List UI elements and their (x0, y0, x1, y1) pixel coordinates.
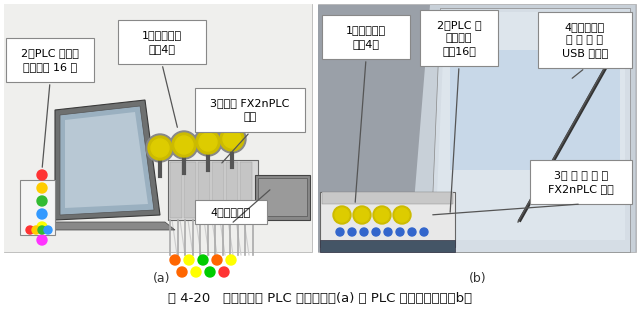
Circle shape (175, 136, 193, 154)
Text: 4、直流电源
由 计 算 机
USB 口提供: 4、直流电源 由 计 算 机 USB 口提供 (562, 22, 608, 58)
FancyBboxPatch shape (318, 4, 636, 252)
Circle shape (353, 206, 371, 224)
Text: 3、 内 有 三 菱
FX2nPLC 一台: 3、 内 有 三 菱 FX2nPLC 一台 (548, 170, 614, 194)
Circle shape (333, 206, 351, 224)
Polygon shape (60, 106, 154, 215)
Circle shape (420, 228, 428, 236)
Circle shape (191, 267, 201, 277)
Circle shape (375, 208, 389, 222)
FancyBboxPatch shape (212, 162, 224, 218)
Circle shape (37, 183, 47, 193)
Circle shape (199, 133, 217, 151)
Circle shape (146, 134, 174, 162)
Circle shape (44, 226, 52, 234)
Polygon shape (430, 8, 630, 252)
FancyBboxPatch shape (530, 160, 632, 204)
FancyBboxPatch shape (6, 38, 94, 82)
Circle shape (194, 128, 222, 156)
Circle shape (219, 267, 229, 277)
Polygon shape (380, 5, 635, 252)
Circle shape (395, 208, 409, 222)
Polygon shape (65, 112, 148, 208)
Circle shape (32, 226, 40, 234)
Circle shape (205, 267, 215, 277)
Circle shape (196, 130, 220, 154)
Circle shape (372, 228, 380, 236)
Circle shape (151, 139, 169, 157)
FancyBboxPatch shape (198, 162, 210, 218)
FancyBboxPatch shape (320, 240, 455, 252)
Circle shape (37, 209, 47, 219)
Text: 2、PLC 输
出状态指
示灯16个: 2、PLC 输 出状态指 示灯16个 (436, 20, 481, 56)
Circle shape (172, 133, 196, 157)
Circle shape (348, 228, 356, 236)
FancyBboxPatch shape (226, 162, 238, 218)
Circle shape (37, 170, 47, 180)
FancyBboxPatch shape (322, 15, 410, 59)
Circle shape (223, 130, 241, 148)
Polygon shape (35, 222, 175, 230)
Circle shape (177, 267, 187, 277)
FancyBboxPatch shape (420, 10, 498, 66)
Circle shape (170, 131, 198, 159)
FancyBboxPatch shape (4, 4, 312, 252)
Circle shape (335, 208, 349, 222)
FancyBboxPatch shape (255, 175, 310, 220)
Circle shape (336, 228, 344, 236)
Polygon shape (318, 5, 430, 252)
Circle shape (37, 222, 47, 232)
Circle shape (26, 226, 34, 234)
Text: 图 4-20   初学者入门 PLC 资源组合图(a) 与 PLC 学习机比较图（b）: 图 4-20 初学者入门 PLC 资源组合图(a) 与 PLC 学习机比较图（b… (168, 292, 472, 305)
Circle shape (212, 255, 222, 265)
FancyBboxPatch shape (118, 20, 206, 64)
Circle shape (170, 255, 180, 265)
Circle shape (184, 255, 194, 265)
FancyBboxPatch shape (195, 200, 267, 224)
Circle shape (360, 228, 368, 236)
FancyBboxPatch shape (320, 192, 455, 247)
Circle shape (148, 136, 172, 160)
Text: 1、常开按钮
开关4个: 1、常开按钮 开关4个 (142, 30, 182, 54)
Circle shape (220, 127, 244, 151)
Circle shape (408, 228, 416, 236)
Text: 1、常开按钮
开关4个: 1、常开按钮 开关4个 (346, 25, 386, 49)
Polygon shape (55, 100, 160, 220)
Text: (a): (a) (153, 272, 171, 285)
Circle shape (37, 196, 47, 206)
FancyBboxPatch shape (184, 162, 196, 218)
FancyBboxPatch shape (258, 178, 307, 216)
Text: 2、PLC 输出状
态指示灯 16 个: 2、PLC 输出状 态指示灯 16 个 (21, 48, 79, 71)
FancyBboxPatch shape (20, 180, 55, 235)
Text: (b): (b) (469, 272, 487, 285)
Circle shape (384, 228, 392, 236)
Circle shape (38, 226, 46, 234)
Circle shape (355, 208, 369, 222)
Text: 4、直流电源: 4、直流电源 (211, 207, 251, 217)
Polygon shape (435, 12, 625, 240)
FancyBboxPatch shape (170, 162, 182, 218)
Circle shape (373, 206, 391, 224)
Circle shape (396, 228, 404, 236)
Circle shape (393, 206, 411, 224)
FancyBboxPatch shape (538, 12, 632, 68)
FancyBboxPatch shape (4, 4, 312, 252)
Circle shape (198, 255, 208, 265)
Text: 3、三菱 FX2nPLC
一台: 3、三菱 FX2nPLC 一台 (211, 98, 290, 122)
FancyBboxPatch shape (195, 88, 305, 132)
FancyBboxPatch shape (168, 160, 258, 220)
Circle shape (226, 255, 236, 265)
Circle shape (37, 235, 47, 245)
FancyBboxPatch shape (450, 50, 620, 170)
FancyBboxPatch shape (322, 192, 453, 204)
FancyBboxPatch shape (240, 162, 252, 218)
Circle shape (218, 125, 246, 153)
